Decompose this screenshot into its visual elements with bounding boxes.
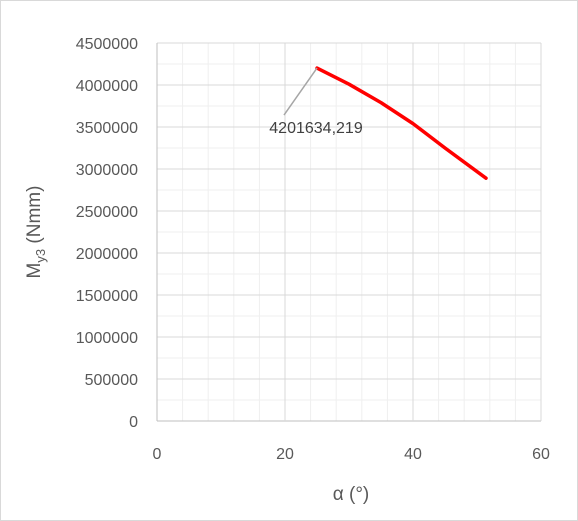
- y-tick-label: 500000: [85, 372, 138, 389]
- y-tick-label: 1500000: [76, 288, 138, 305]
- x-axis-ticks: 0 20 40 60: [153, 446, 550, 463]
- annotation-group: 4201634,219: [269, 67, 363, 137]
- x-tick-label: 20: [276, 446, 294, 463]
- minor-gridlines: [157, 43, 541, 421]
- y-tick-label: 0: [129, 414, 138, 431]
- y-axis-ticks: 0 500000 1000000 1500000 2000000 2500000 30000…: [76, 36, 138, 431]
- x-tick-label: 0: [153, 446, 162, 463]
- series-group: [315, 66, 488, 180]
- y-tick-label: 4000000: [76, 78, 138, 95]
- annotation-leader-line: [283, 67, 318, 116]
- data-label: 4201634,219: [269, 120, 363, 137]
- y-tick-label: 2000000: [76, 246, 138, 263]
- y-axis-title-subscript: y3: [33, 249, 48, 263]
- y-axis-title-unit: (Nmm): [24, 186, 45, 249]
- major-gridlines: [156, 42, 542, 422]
- y-tick-label: 1000000: [76, 330, 138, 347]
- y-axis-title-main: M: [24, 263, 45, 279]
- y-tick-label: 3500000: [76, 120, 138, 137]
- y-tick-label: 3000000: [76, 162, 138, 179]
- y-tick-label: 2500000: [76, 204, 138, 221]
- y-tick-label: 4500000: [76, 36, 138, 53]
- series-line: [315, 66, 488, 180]
- x-axis-title: α (°): [333, 484, 370, 505]
- x-tick-label: 60: [532, 446, 550, 463]
- y-axis-title: My3 (Nmm): [24, 186, 48, 279]
- x-tick-label: 40: [404, 446, 422, 463]
